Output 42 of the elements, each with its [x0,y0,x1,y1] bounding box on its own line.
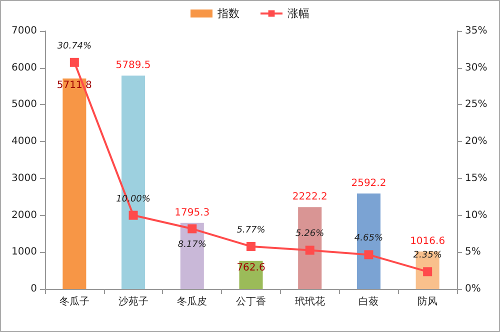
data-label: 30.74% [57,41,92,52]
data-label: 5789.5 [116,60,151,72]
y-tick-label: 3000 [12,172,37,184]
data-label: 2592.2 [351,178,386,189]
x-tick-label: 冬瓜皮 [177,296,208,308]
y2-tick-label: 25% [465,99,488,110]
point [128,210,138,220]
x-tick-label: 冬瓜子 [59,296,90,308]
y2-tick-label: 5% [465,246,481,258]
point [305,246,314,255]
x-tick-label: 公丁香 [236,296,266,308]
bar [180,222,204,289]
y2-tick-label: 0% [465,284,481,294]
point [70,58,79,67]
x-tick-label: 白蔹 [358,296,379,308]
x-tick-label: 玳玳花 [294,296,325,308]
point [246,242,256,251]
x-tick-label: 防风 [418,296,438,308]
y-tick-label: 2000 [12,210,37,221]
y2-tick-label: 35% [465,26,488,36]
point [188,224,197,234]
data-label: 1795.3 [174,207,210,218]
y2-tick-label: 30% [465,62,488,74]
y-tick-label: 4000 [12,136,37,148]
data-label: 2.35% [413,250,442,261]
y2-tick-label: 20% [465,136,488,148]
y-tick-label: 5000 [12,99,37,110]
y-tick-label: 7000 [12,26,37,36]
y2-tick-label: 15% [465,172,488,184]
legend-label: 指数 [216,7,240,20]
y2-tick-label: 10% [465,210,488,221]
x-tick-label: 沙苑子 [118,296,148,308]
bar [356,193,380,289]
data-label: 1016.6 [410,236,446,248]
legend-label: 涨幅 [288,7,310,20]
point [364,250,374,260]
y-tick-label: 1000 [12,246,37,258]
y-tick-label: 0 [30,284,37,294]
data-label: 8.17% [178,240,206,250]
y-tick-label: 6000 [12,62,37,74]
data-label: 2222.2 [292,192,328,203]
data-label: 5.77% [236,225,266,236]
